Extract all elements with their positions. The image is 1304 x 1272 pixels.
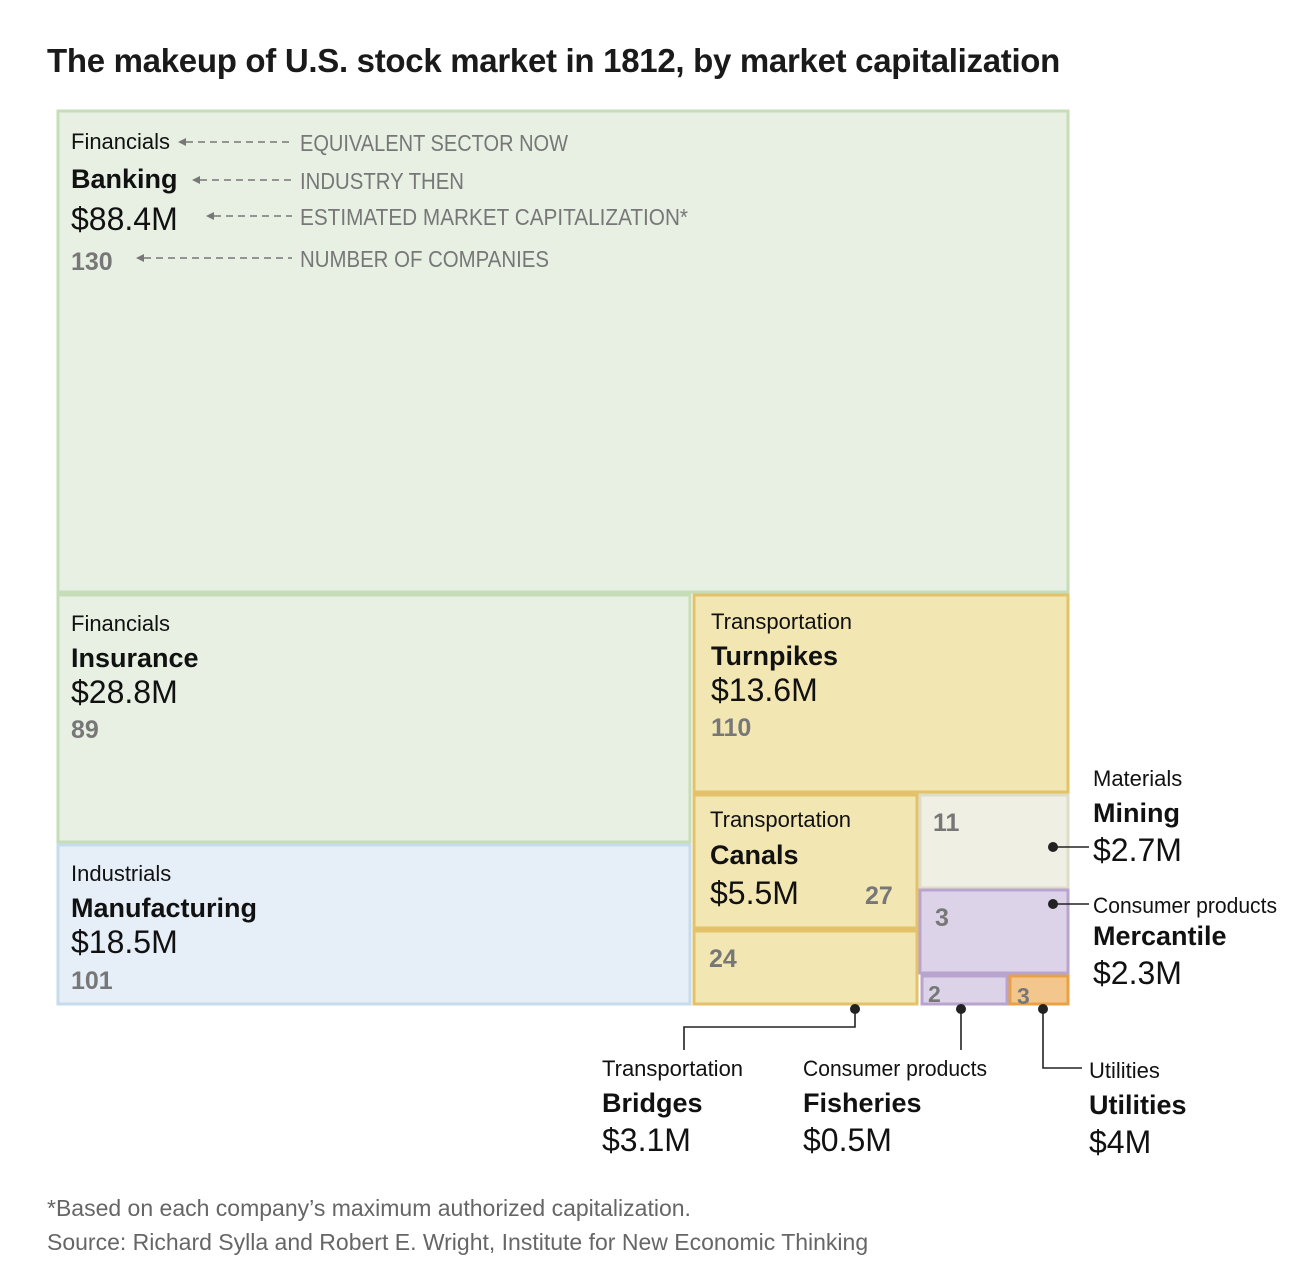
cap-label: $5.5M xyxy=(710,875,799,911)
leader-dot xyxy=(956,1004,966,1014)
cap-label: $2.3M xyxy=(1093,955,1182,991)
leader-bridges xyxy=(683,1004,860,1050)
cap-label: $13.6M xyxy=(711,672,818,708)
tile-bridges xyxy=(692,929,919,1006)
industry-label: Canals xyxy=(710,840,799,870)
label-canals: Transportation Canals $5.5M 27 xyxy=(710,807,893,911)
cap-label: $3.1M xyxy=(602,1122,691,1158)
count-label-utilities: 3 xyxy=(1017,983,1030,1009)
sector-label: Transportation xyxy=(710,807,851,832)
industry-label: Insurance xyxy=(71,643,199,673)
sector-label: Consumer products xyxy=(1093,893,1277,918)
cap-label: $4M xyxy=(1089,1124,1151,1160)
tile-canals xyxy=(692,793,919,930)
callout-utilities: Utilities Utilities $4M xyxy=(1089,1058,1187,1160)
industry-label: Mining xyxy=(1093,798,1180,828)
cap-label: $28.8M xyxy=(71,674,178,710)
tile-fisheries xyxy=(920,974,1009,1006)
tile-mining xyxy=(918,793,1070,890)
count-label-mining: 11 xyxy=(933,809,960,837)
count-label-mercantile: 3 xyxy=(935,904,949,932)
industry-label: Banking xyxy=(71,164,178,194)
label-manufacturing: Industrials Manufacturing$18.5M 101 xyxy=(71,861,257,995)
industry-label: Turnpikes xyxy=(711,641,838,671)
cap-label: $2.7M xyxy=(1093,832,1182,868)
label-turnpikes: Transportation Turnpikes$13.6M 110 xyxy=(711,609,852,742)
sector-label: Financials xyxy=(71,129,170,154)
arrowhead-icon xyxy=(178,138,186,146)
leader-mining xyxy=(1048,842,1089,852)
leader-dot xyxy=(1048,842,1058,852)
count-label-fisheries: 2 xyxy=(928,981,941,1007)
leader-utilities xyxy=(1038,1004,1082,1069)
sector-label: Transportation xyxy=(711,609,852,634)
industry-label: Mercantile xyxy=(1093,921,1227,951)
leader-dot xyxy=(1048,899,1058,909)
industry-label: Fisheries xyxy=(803,1088,922,1118)
leader-line xyxy=(683,1009,856,1050)
footnote: *Based on each company’s maximum authori… xyxy=(47,1195,691,1221)
leader-line xyxy=(1042,1009,1082,1069)
arrowhead-icon xyxy=(206,212,214,220)
tile-insurance xyxy=(56,593,692,844)
arrowhead-icon xyxy=(136,254,144,262)
callout-mining: Materials Mining $2.7M xyxy=(1093,766,1182,868)
count-label: 130 xyxy=(71,248,113,276)
cap-label: $0.5M xyxy=(803,1122,892,1158)
key-label: NUMBER OF COMPANIES xyxy=(300,246,549,272)
key-label: INDUSTRY THEN xyxy=(300,168,464,194)
leader-dot xyxy=(1038,1004,1048,1014)
callout-fisheries: Consumer products Fisheries $0.5M xyxy=(803,1056,987,1158)
industry-label: Bridges xyxy=(602,1088,703,1118)
sector-label: Financials xyxy=(71,611,170,636)
label-insurance: Financials Insurance$28.8M 89 xyxy=(71,611,199,744)
key-label: ESTIMATED MARKET CAPITALIZATION* xyxy=(300,204,688,230)
count-label: 27 xyxy=(865,882,893,910)
count-label: 110 xyxy=(711,714,751,742)
chart-title: The makeup of U.S. stock market in 1812,… xyxy=(47,42,1061,79)
key-label: EQUIVALENT SECTOR NOW xyxy=(300,130,568,156)
tile-turnpikes xyxy=(692,593,1070,794)
tile-banking xyxy=(56,109,1070,594)
callout-bridges: Transportation Bridges $3.1M xyxy=(602,1056,743,1158)
industry-label: Utilities xyxy=(1089,1090,1187,1120)
leader-fisheries xyxy=(956,1004,966,1050)
tile-manufacturing xyxy=(56,843,692,1006)
label-banking: Financials Banking $88.4M 130 xyxy=(71,129,178,276)
tile-utilities xyxy=(1008,974,1070,1006)
cap-label: $18.5M xyxy=(71,924,178,960)
source-note: Source: Richard Sylla and Robert E. Wrig… xyxy=(47,1229,869,1255)
sector-label: Consumer products xyxy=(803,1056,987,1081)
sector-label: Materials xyxy=(1093,766,1182,791)
arrowhead-icon xyxy=(192,176,200,184)
tile-mercantile xyxy=(918,888,1070,975)
count-label: 101 xyxy=(71,967,113,995)
sector-label: Industrials xyxy=(71,861,171,886)
leader-dot xyxy=(850,1004,860,1014)
sector-label: Utilities xyxy=(1089,1058,1160,1083)
legend-key: EQUIVALENT SECTOR NOW INDUSTRY THEN ESTIMA… xyxy=(136,130,688,272)
leader-mercantile xyxy=(1048,899,1089,909)
count-label-bridges: 24 xyxy=(709,945,737,973)
count-label: 89 xyxy=(71,716,99,744)
cap-label: $88.4M xyxy=(71,201,178,237)
sector-label: Transportation xyxy=(602,1056,743,1081)
industry-label: Manufacturing xyxy=(71,893,257,923)
callout-mercantile: Consumer products Mercantile $2.3M xyxy=(1093,893,1277,991)
